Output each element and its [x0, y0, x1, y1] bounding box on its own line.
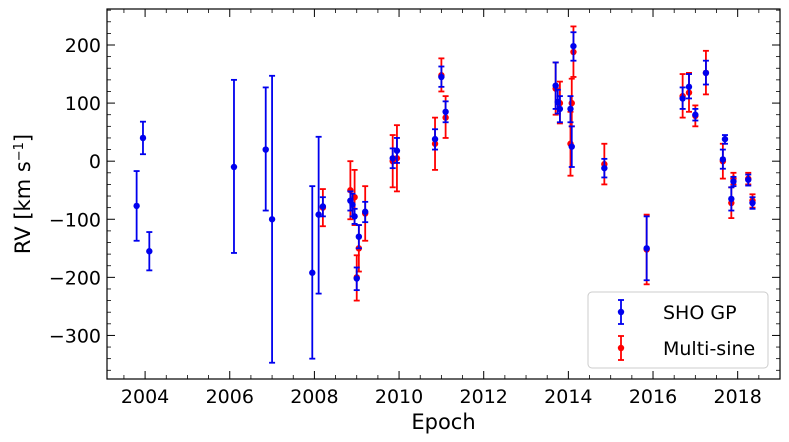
data-point: [351, 213, 358, 220]
tick-labels: 2004 2006 2008 2010 2012 2014 2016 2018 −300 −200…: [49, 35, 762, 408]
y-tick-label: 0: [89, 151, 101, 173]
x-tick-label: 2010: [375, 386, 423, 408]
y-axis-title-sup: −1: [12, 142, 27, 161]
data-point: [319, 203, 327, 210]
x-tick-label: 2014: [544, 386, 592, 408]
y-tick-label: 100: [65, 93, 101, 115]
data-point: [679, 95, 686, 102]
data-point: [749, 199, 756, 207]
legend: SHO GP Multi-sine: [587, 291, 769, 369]
series-layer: [133, 25, 756, 364]
data-point: [702, 69, 710, 77]
series-sho-gp: [133, 31, 756, 364]
data-point: [568, 143, 575, 150]
data-point: [601, 164, 608, 172]
plot-frame: [106, 8, 781, 380]
series-multi-sine: [319, 25, 756, 302]
data-point: [728, 195, 735, 203]
ticks-layer: [107, 9, 781, 379]
y-tick-label: 200: [65, 35, 101, 57]
legend-label: SHO GP: [663, 302, 737, 324]
data-point: [552, 82, 559, 89]
x-tick-label: 2006: [206, 386, 254, 408]
data-point: [643, 245, 650, 252]
y-axis-title-main: RV [km s: [11, 161, 35, 254]
x-axis-title: Epoch: [411, 410, 475, 434]
y-tick-label: −100: [49, 209, 101, 231]
data-point: [692, 111, 699, 118]
data-point: [730, 178, 737, 185]
data-point: [721, 135, 729, 143]
data-point: [442, 108, 449, 116]
data-point: [309, 269, 316, 276]
data-point: [568, 99, 575, 107]
legend-marker-dot: [617, 308, 625, 316]
data-point: [389, 155, 396, 162]
data-point: [567, 105, 574, 113]
data-point: [139, 134, 147, 142]
data-point: [431, 135, 439, 143]
data-point: [438, 73, 445, 81]
y-tick-label: −200: [49, 267, 101, 289]
data-point: [719, 156, 727, 163]
legend-label: Multi-sine: [663, 338, 755, 360]
data-point: [556, 105, 564, 113]
x-tick-label: 2018: [713, 386, 761, 408]
data-point: [685, 83, 693, 91]
data-point: [353, 275, 360, 282]
y-tick-label: −300: [49, 325, 101, 347]
x-tick-label: 2008: [290, 386, 338, 408]
x-tick-label: 2012: [460, 386, 508, 408]
legend-box: [587, 291, 769, 369]
data-point: [349, 201, 356, 208]
data-point: [393, 147, 401, 154]
data-point: [355, 233, 363, 240]
data-point: [230, 163, 238, 171]
legend-marker-dot: [617, 344, 625, 352]
data-point: [146, 248, 153, 255]
y-axis-title-close: ]: [11, 134, 35, 142]
data-point: [745, 176, 752, 183]
data-point: [361, 208, 369, 215]
data-point: [570, 42, 577, 50]
x-tick-label: 2004: [121, 386, 169, 408]
y-axis-title: RV [km s−1]: [11, 134, 35, 254]
data-point: [268, 216, 276, 223]
data-point: [262, 146, 269, 153]
data-point: [133, 202, 140, 210]
x-tick-label: 2016: [629, 386, 677, 408]
